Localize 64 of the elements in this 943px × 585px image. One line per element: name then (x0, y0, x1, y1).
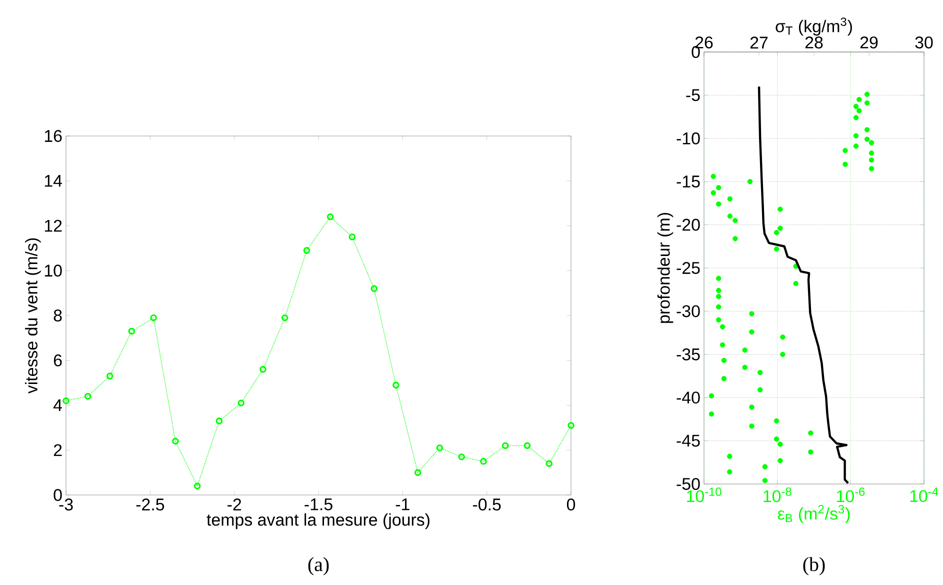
y-tick-label: -15 (676, 176, 700, 188)
point (524, 442, 531, 450)
y-tick-label: -5 (686, 89, 700, 102)
x2-tick-label: 29 (860, 36, 878, 48)
x-tick-label: -2.5 (136, 498, 164, 511)
y-tick-label: 10 (44, 264, 62, 277)
x-tick-label: -2 (228, 498, 242, 510)
y-tick-label: -30 (676, 305, 700, 318)
x2-tick-label: 30 (915, 36, 933, 48)
y-tick-label: -20 (676, 218, 700, 231)
x-axis-title: temps avant la mesure (jours) (206, 513, 430, 530)
point (568, 422, 574, 429)
point (546, 460, 553, 467)
y-tick-label: -50 (676, 478, 700, 490)
x-tick-label: 0 (566, 498, 576, 511)
y-tick-label: 6 (54, 354, 62, 366)
x2-tick-label: 26 (695, 36, 713, 48)
x-axis-title: ε$_{B}$ (m$^{2}$/s$^{3}$) (778, 505, 850, 524)
x-tick-label: -3 (59, 498, 73, 511)
x2-axis-title: σ$_{T}$ (kg/m$^{3}$) (776, 18, 852, 36)
point (303, 247, 310, 254)
point (150, 314, 157, 322)
point (128, 328, 136, 335)
y-tick-label: -25 (676, 262, 700, 274)
y-tick-label: 12 (44, 220, 62, 232)
y-tick-label: 16 (44, 130, 62, 142)
point (216, 418, 223, 424)
point (172, 438, 179, 445)
y-tick-label: 14 (44, 175, 62, 187)
y-axis-title: profondeur (m) (657, 213, 674, 323)
x-tick-label: 10$^{-4}$ (910, 488, 938, 502)
x-tick-label: -1 (396, 498, 410, 510)
text: (a) (308, 557, 329, 576)
point (84, 392, 92, 400)
point (370, 285, 378, 292)
point (502, 442, 509, 450)
x-tick-label: -0.5 (473, 498, 501, 511)
point (458, 453, 465, 460)
point (106, 372, 114, 380)
y-tick-label: 8 (54, 309, 62, 322)
y-tick-label: -10 (676, 132, 700, 144)
point (260, 366, 266, 373)
y-tick-label: 4 (53, 399, 62, 412)
x-tick-label: -1.5 (304, 498, 332, 510)
point (436, 444, 444, 452)
y-tick-label: -35 (676, 348, 700, 360)
point (392, 382, 400, 388)
point (348, 234, 356, 240)
text: (b) (803, 557, 825, 576)
y-tick-label: 2 (54, 444, 62, 456)
x-tick-label: 10$^{-8}$ (764, 488, 792, 502)
point (194, 482, 201, 490)
y-axis-title: vitesse du vent (m/s) (25, 238, 41, 394)
point (326, 213, 334, 220)
x2-tick-label: 27 (750, 36, 768, 48)
point (281, 314, 288, 322)
x-tick-label: 10$^{-6}$ (837, 488, 865, 502)
point (414, 469, 422, 476)
point (480, 458, 487, 465)
y-tick-label: -45 (676, 434, 700, 447)
y-tick-label: -40 (676, 392, 700, 404)
x2-tick-label: 28 (805, 36, 823, 48)
point (62, 397, 70, 404)
point (238, 400, 244, 406)
